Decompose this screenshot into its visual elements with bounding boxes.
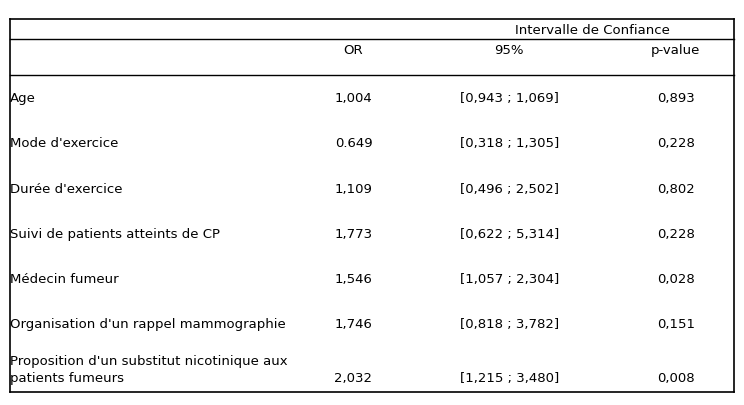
Text: Organisation d'un rappel mammographie: Organisation d'un rappel mammographie: [10, 318, 286, 330]
Text: [0,818 ; 3,782]: [0,818 ; 3,782]: [460, 318, 559, 330]
Text: 1,546: 1,546: [335, 272, 373, 285]
Text: 2,032: 2,032: [335, 371, 373, 384]
Text: [0,622 ; 5,314]: [0,622 ; 5,314]: [460, 227, 559, 240]
Text: 0,228: 0,228: [657, 227, 695, 240]
Text: Suivi de patients atteints de CP: Suivi de patients atteints de CP: [10, 227, 220, 240]
Text: 95%: 95%: [494, 44, 524, 57]
Text: 0,151: 0,151: [657, 318, 695, 330]
Text: Intervalle de Confiance: Intervalle de Confiance: [515, 23, 670, 36]
Text: [0,318 ; 1,305]: [0,318 ; 1,305]: [460, 137, 559, 150]
Text: 0,228: 0,228: [657, 137, 695, 150]
Text: 1,773: 1,773: [334, 227, 373, 240]
Text: p-value: p-value: [651, 44, 701, 57]
Text: 0,893: 0,893: [657, 92, 695, 105]
Text: [1,057 ; 2,304]: [1,057 ; 2,304]: [460, 272, 559, 285]
Text: Mode d'exercice: Mode d'exercice: [10, 137, 118, 150]
Text: 1,004: 1,004: [335, 92, 372, 105]
Text: Durée d'exercice: Durée d'exercice: [10, 182, 123, 195]
Text: Médecin fumeur: Médecin fumeur: [10, 272, 119, 285]
Text: 0,802: 0,802: [657, 182, 695, 195]
Text: [1,215 ; 3,480]: [1,215 ; 3,480]: [460, 371, 559, 384]
Text: 0,028: 0,028: [657, 272, 695, 285]
Text: 1,746: 1,746: [335, 318, 373, 330]
Text: 1,109: 1,109: [335, 182, 373, 195]
Text: [0,943 ; 1,069]: [0,943 ; 1,069]: [460, 92, 559, 105]
Text: 0,008: 0,008: [657, 371, 695, 384]
Text: Age: Age: [10, 92, 36, 105]
Text: [0,496 ; 2,502]: [0,496 ; 2,502]: [460, 182, 559, 195]
Text: 0.649: 0.649: [335, 137, 372, 150]
Text: OR: OR: [344, 44, 363, 57]
Text: patients fumeurs: patients fumeurs: [10, 371, 124, 384]
Text: Proposition d'un substitut nicotinique aux: Proposition d'un substitut nicotinique a…: [10, 354, 288, 367]
